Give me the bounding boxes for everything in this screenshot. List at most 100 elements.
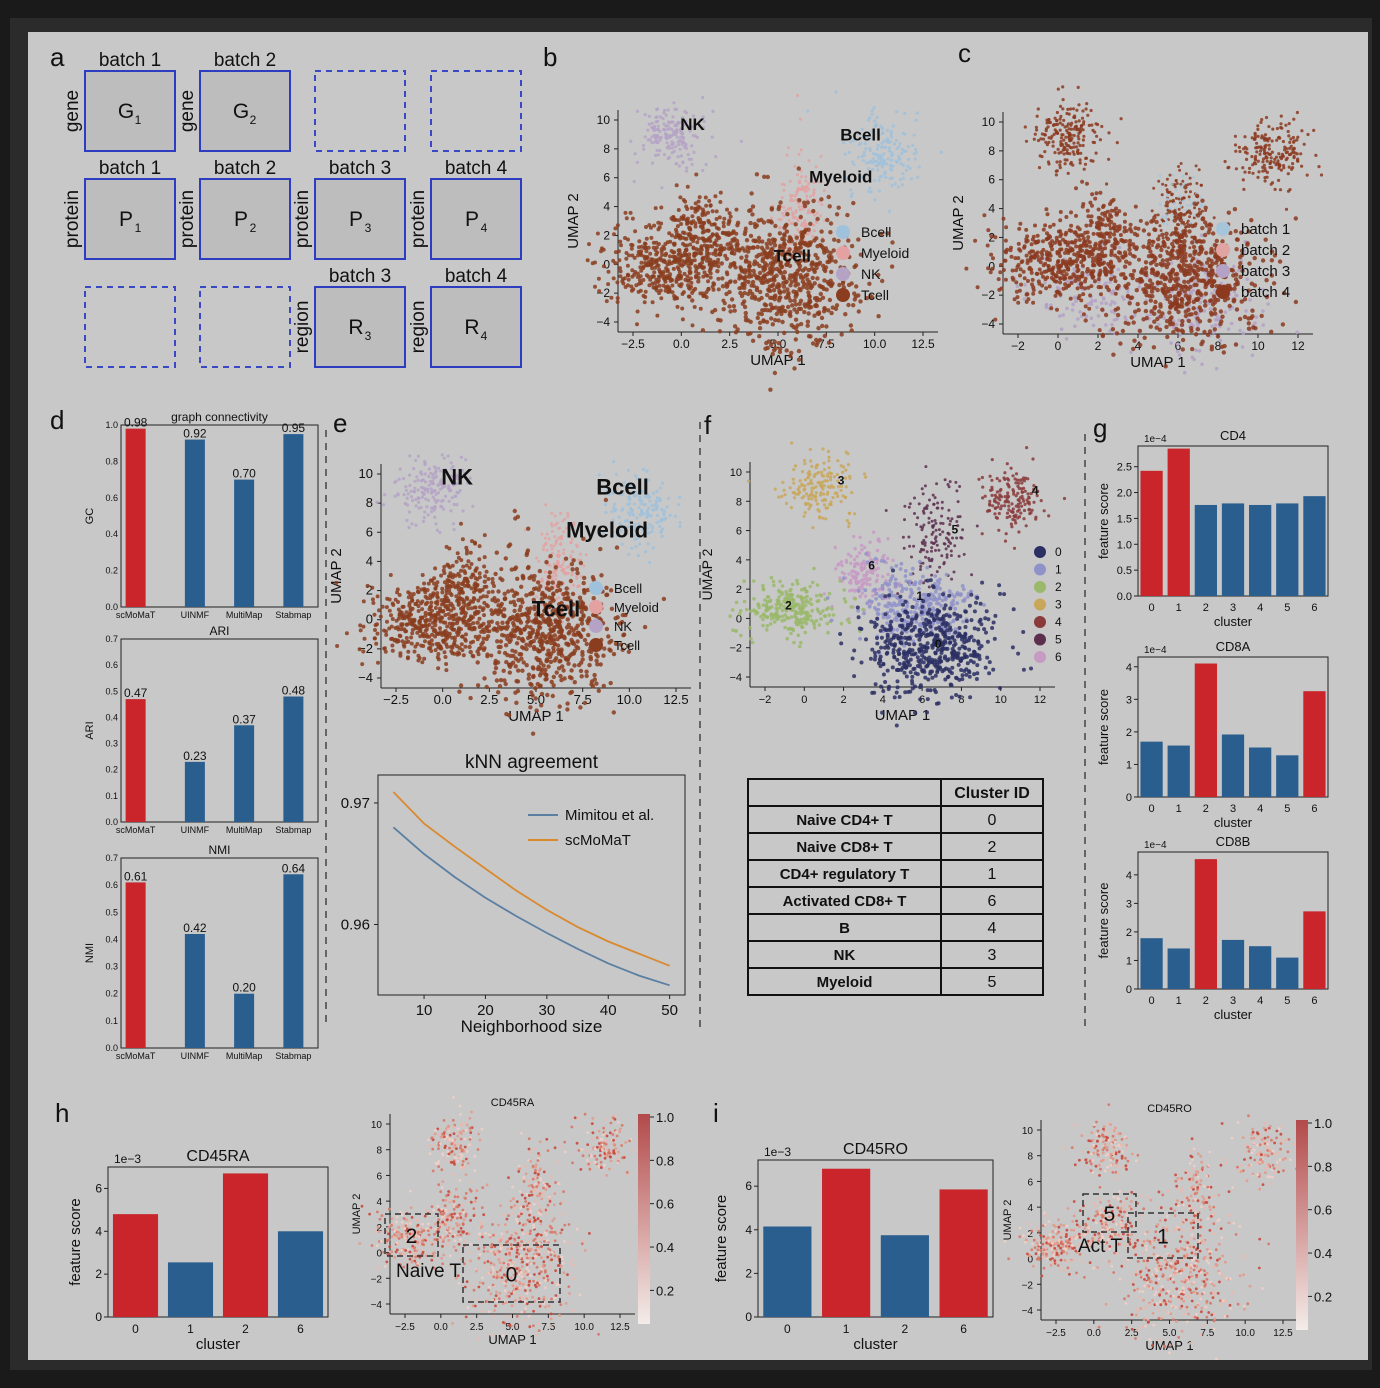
scatter-point: [434, 466, 438, 470]
scatter-point: [334, 580, 339, 585]
scatter-point: [516, 636, 521, 641]
scatter-point: [618, 274, 623, 279]
scatter-point: [659, 530, 664, 534]
scatter-point: [407, 526, 411, 530]
scatter-point: [752, 259, 758, 264]
scatter-point: [909, 177, 914, 181]
scatter-point: [1188, 246, 1192, 250]
x-tick-label: 7.5: [818, 337, 835, 351]
legend-marker: [836, 267, 850, 281]
scatter-point: [674, 217, 678, 222]
scatter-point: [457, 645, 462, 651]
scatter-point: [1269, 156, 1273, 160]
scatter-point: [1169, 199, 1172, 203]
scatter-point: [631, 287, 636, 292]
scatter-point: [773, 293, 778, 298]
scatter-point: [721, 230, 726, 235]
scatter-point: [1054, 279, 1059, 284]
scatter-point: [824, 324, 829, 329]
scatter-point: [890, 176, 894, 180]
scatter-point: [1241, 166, 1245, 170]
scatter-point: [672, 259, 676, 264]
scatter-point: [786, 291, 791, 296]
scatter-point: [1075, 286, 1080, 291]
scatter-point: [612, 506, 616, 510]
scatter-point: [475, 649, 480, 654]
scatter-point: [1091, 323, 1096, 328]
scatter-point: [1241, 178, 1245, 182]
scatter-point: [806, 311, 811, 316]
scatter-point: [700, 291, 706, 296]
scatter-point: [687, 157, 691, 161]
scatter-point: [748, 319, 753, 324]
scatter-point: [666, 144, 671, 148]
scatter-point: [409, 612, 413, 617]
scatter-point: [849, 140, 853, 144]
scatter-point: [827, 259, 832, 264]
scatter-point: [637, 506, 641, 510]
scatter-point: [1090, 192, 1095, 197]
scatter-point: [791, 289, 796, 294]
scatter-point: [651, 508, 655, 512]
scatter-point: [1090, 123, 1094, 127]
scatter-point: [1053, 293, 1058, 298]
y-tick-label: 8: [603, 142, 610, 156]
scatter-point: [900, 151, 904, 155]
scatter-point: [747, 208, 752, 213]
scatter-point: [1189, 182, 1192, 186]
scatter-point: [650, 161, 655, 165]
scatter-point: [416, 590, 421, 595]
scatter-point: [658, 288, 663, 293]
scatter-point: [670, 140, 674, 144]
scatter-point: [885, 128, 890, 132]
scatter-point: [651, 546, 655, 550]
scatter-point: [422, 516, 426, 520]
scatter-point: [973, 238, 978, 243]
panel-label-i: i: [713, 1098, 719, 1128]
scatter-point: [1166, 190, 1169, 194]
scatter-point: [663, 279, 668, 284]
scatter-point: [466, 583, 471, 588]
scatter-point: [778, 226, 782, 229]
scatter-point: [1214, 366, 1219, 371]
scatter-point: [657, 283, 662, 288]
scatter-point: [1086, 113, 1090, 117]
scatter-point: [808, 334, 813, 339]
scatter-point: [1168, 206, 1171, 210]
scatter-point: [812, 191, 816, 195]
scatter-point: [475, 660, 480, 665]
scatter-point: [567, 629, 572, 635]
scatter-point: [866, 118, 871, 122]
scatter-point: [765, 308, 770, 313]
scatter-point: [716, 287, 721, 292]
scatter-point: [404, 485, 408, 489]
scatter-point: [630, 268, 635, 273]
scatter-point: [877, 156, 881, 160]
scatter-point: [476, 598, 481, 603]
scatter-point: [431, 495, 435, 499]
scatter-point: [807, 305, 812, 310]
scatter-point: [526, 618, 531, 623]
scatter-point: [653, 265, 658, 270]
scatter-point: [745, 268, 751, 273]
scatter-point: [1078, 130, 1082, 134]
scatter-point: [575, 570, 580, 576]
scatter-point: [1078, 161, 1082, 165]
scatter-point: [543, 542, 547, 546]
scatter-point: [819, 229, 824, 234]
scatter-point: [689, 234, 694, 239]
scatter-point: [1282, 166, 1286, 170]
scatter-point: [1188, 215, 1192, 219]
scatter-point: [1014, 280, 1019, 285]
scatter-point: [584, 669, 589, 674]
matrix-box: [199, 178, 291, 260]
scatter-point: [1265, 137, 1269, 142]
scatter-point: [618, 239, 623, 244]
scatter-point: [770, 216, 774, 220]
scatter-point: [485, 604, 490, 609]
scatter-point: [613, 509, 617, 513]
scatter-point: [1158, 224, 1162, 228]
scatter-point: [568, 690, 573, 696]
scatter-point: [1031, 300, 1036, 305]
scatter-point: [532, 573, 537, 579]
